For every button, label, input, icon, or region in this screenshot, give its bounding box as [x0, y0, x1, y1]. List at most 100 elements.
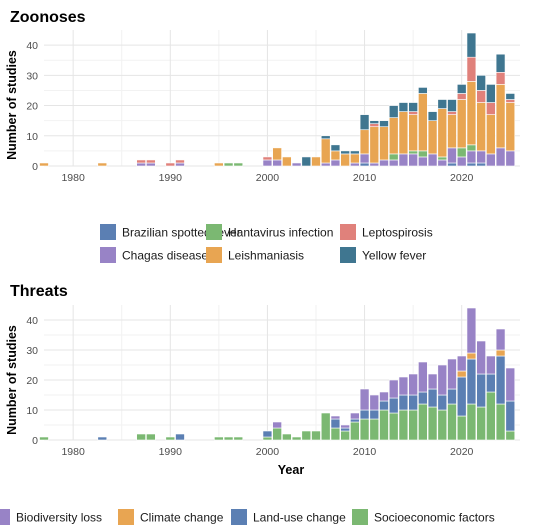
legend-swatch — [206, 247, 222, 263]
bar-segment — [330, 418, 341, 429]
bar-segment — [466, 307, 477, 354]
legend-swatch — [231, 509, 247, 525]
threats-title: Threats — [10, 283, 68, 300]
bar-segment — [427, 153, 438, 167]
bar-segment — [476, 102, 486, 152]
x-tick-label: 2000 — [256, 446, 280, 458]
y-tick-label: 10 — [26, 405, 38, 417]
bar-segment — [136, 433, 146, 441]
bar-segment — [369, 126, 380, 164]
legend-label: Biodiversity loss — [16, 511, 102, 525]
legend-swatch — [340, 224, 356, 240]
bar-segment — [408, 373, 418, 396]
bar-segment — [320, 412, 331, 441]
bar-segment — [408, 111, 418, 115]
bar-segment — [398, 111, 409, 155]
bar-segment — [466, 144, 477, 152]
bar-segment — [350, 150, 360, 155]
legend-label: Climate change — [140, 511, 224, 525]
bar-segment — [418, 150, 428, 158]
bar-segment — [311, 430, 321, 441]
bar-segment — [418, 361, 428, 393]
bar-segment — [408, 150, 418, 155]
threats-x-ticks: 1980 1990 2000 2010 2020 — [61, 446, 473, 458]
bar-segment — [466, 81, 477, 146]
bar-segment — [369, 120, 380, 124]
x-tick-label: 1990 — [159, 446, 183, 458]
y-tick-label: 20 — [26, 375, 38, 387]
bar-segment — [456, 156, 467, 167]
bar-segment — [456, 93, 467, 100]
bar-segment — [233, 162, 244, 167]
bar-segment — [437, 394, 448, 411]
bar-segment — [301, 156, 312, 167]
bar-segment — [418, 156, 428, 167]
bar-segment — [379, 391, 389, 402]
y-tick-label: 20 — [26, 101, 38, 113]
legend-label: Hantavirus infection — [228, 226, 333, 240]
bar-segment — [456, 99, 467, 149]
bar-segment — [398, 409, 409, 441]
bar-segment — [379, 126, 389, 161]
bar-segment — [447, 358, 457, 390]
bar-segment — [476, 373, 486, 408]
legend-item: Socioeconomic factors — [352, 509, 495, 525]
bar-segment — [350, 412, 360, 420]
bar-segment — [272, 427, 282, 441]
bar-segment — [340, 424, 350, 429]
bar-segment — [447, 111, 457, 115]
y-tick-label: 40 — [26, 40, 38, 52]
bar-segment — [369, 418, 380, 441]
bar-segment — [233, 436, 244, 441]
legend-label: Brazilian spotted fever — [122, 226, 241, 240]
legend-label: Land-use change — [253, 511, 346, 525]
bar-segment — [388, 397, 399, 414]
bar-segment — [476, 150, 486, 164]
bar-segment — [466, 56, 477, 82]
legend-item: Leishmaniasis — [206, 247, 304, 263]
bar-segment — [379, 400, 389, 411]
bar-segment — [262, 436, 273, 441]
bar-segment — [330, 159, 341, 167]
bar-segment — [466, 403, 477, 441]
bar-segment — [486, 391, 496, 441]
x-tick-label: 2010 — [353, 172, 377, 184]
bar-segment — [447, 403, 457, 441]
bar-segment — [505, 150, 516, 167]
x-tick-label: 2020 — [450, 172, 474, 184]
y-tick-label: 0 — [32, 435, 38, 447]
bar-segment — [486, 102, 496, 115]
bar-segment — [408, 394, 418, 411]
threats-y-axis-title: Number of studies — [5, 325, 19, 435]
legend-label: Socioeconomic factors — [374, 511, 495, 525]
bar-segment — [320, 162, 331, 167]
bar-segment — [291, 436, 302, 441]
bar-segment — [456, 84, 467, 94]
threats-x-axis-title: Year — [278, 463, 305, 477]
zoonoses-title: Zoonoses — [10, 9, 86, 26]
bar-segment — [369, 409, 380, 420]
bar-segment — [476, 75, 486, 91]
bar-segment — [388, 105, 399, 118]
bar-segment — [486, 373, 496, 393]
bar-segment — [340, 153, 350, 167]
bar-segment — [486, 153, 496, 167]
x-tick-label: 2000 — [256, 172, 280, 184]
bar-segment — [388, 153, 399, 161]
legend-item: Leptospirosis — [340, 224, 433, 240]
bar-segment — [495, 147, 506, 167]
bar-segment — [175, 159, 185, 164]
bar-segment — [437, 364, 448, 396]
legend-swatch — [0, 509, 10, 525]
bar-segment — [495, 403, 506, 441]
bar-segment — [466, 150, 477, 164]
legend-item: Land-use change — [231, 509, 346, 525]
bar-segment — [466, 352, 477, 360]
bar-segment — [175, 162, 185, 167]
bar-segment — [262, 159, 273, 167]
legend-swatch — [206, 224, 222, 240]
bar-segment — [340, 427, 350, 432]
zoonoses-bars — [39, 32, 516, 167]
bar-segment — [223, 436, 234, 441]
